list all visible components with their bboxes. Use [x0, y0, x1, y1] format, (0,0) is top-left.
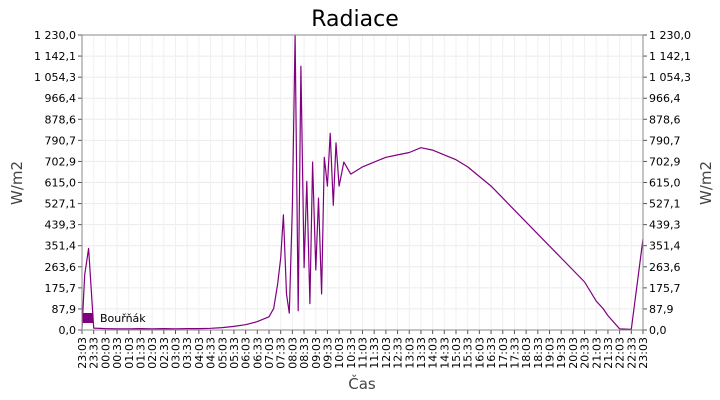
x-tick-label: 14:03	[427, 337, 440, 369]
x-tick-label: 21:33	[602, 337, 615, 369]
x-tick-label: 22:33	[625, 337, 638, 369]
x-tick-label: 14:33	[438, 337, 451, 369]
x-tick-label: 19:03	[544, 337, 557, 369]
x-tick-label: 17:33	[508, 337, 521, 369]
x-tick-label: 05:03	[216, 337, 229, 369]
x-tick-label: 23:03	[76, 337, 89, 369]
y-tick-label-left: 175,7	[45, 282, 77, 295]
y-tick-label-right: 878,6	[649, 113, 681, 126]
plot-frame	[81, 34, 644, 331]
x-tick-label: 03:33	[181, 337, 194, 369]
y-axis-label-left: W/m2	[8, 161, 26, 205]
x-tick-label: 02:03	[146, 337, 159, 369]
x-tick-label: 07:33	[275, 337, 288, 369]
y-tick-label-left: 615,0	[45, 177, 77, 190]
x-tick-label: 23:33	[88, 337, 101, 369]
y-tick-label-left: 1 230,0	[34, 29, 76, 42]
y-tick-label-left: 439,3	[45, 219, 77, 232]
x-tick-label: 01:03	[123, 337, 136, 369]
x-tick-label: 15:33	[462, 337, 475, 369]
y-tick-label-right: 0,0	[649, 324, 667, 337]
series-layer	[81, 34, 644, 330]
x-tick-label: 07:03	[263, 337, 276, 369]
y-tick-label-left: 966,4	[45, 92, 77, 105]
x-tick-label: 11:33	[368, 337, 381, 369]
x-tick-label: 16:33	[485, 337, 498, 369]
x-tick-label: 00:33	[111, 337, 124, 369]
legend-swatch	[83, 313, 93, 323]
axes	[78, 34, 647, 334]
y-tick-label-right: 1 230,0	[649, 29, 691, 42]
x-tick-label: 05:33	[228, 337, 241, 369]
x-tick-label: 20:03	[567, 337, 580, 369]
y-axis-right-ticks: 0,0 87,9 175,7 263,6 351,4 439,3 527,1 615,0 702…	[649, 29, 691, 337]
x-axis-label: Čas	[348, 374, 376, 393]
x-tick-label: 23:03	[637, 337, 650, 369]
x-tick-label: 09:03	[310, 337, 323, 369]
x-tick-label: 13:33	[415, 337, 428, 369]
y-tick-label-left: 0,0	[59, 324, 77, 337]
y-tick-label-right: 351,4	[649, 240, 681, 253]
y-tick-label-left: 1 142,1	[34, 50, 76, 63]
x-tick-label: 10:33	[345, 337, 358, 369]
x-tick-label: 08:33	[298, 337, 311, 369]
grid	[81, 34, 644, 331]
x-tick-label: 09:33	[321, 337, 334, 369]
x-tick-label: 19:33	[555, 337, 568, 369]
y-axis-left-ticks: 0,0 87,9 175,7 263,6 351,4 439,3 527,1 615,0 702…	[34, 29, 76, 337]
y-tick-label-right: 87,9	[649, 303, 674, 316]
y-tick-label-left: 87,9	[52, 303, 77, 316]
x-tick-label: 04:03	[193, 337, 206, 369]
x-tick-label: 16:03	[473, 337, 486, 369]
x-tick-label: 03:03	[170, 337, 183, 369]
y-tick-label-right: 1 054,3	[649, 71, 691, 84]
y-tick-label-right: 1 142,1	[649, 50, 691, 63]
y-tick-label-left: 702,9	[45, 155, 77, 168]
y-tick-label-right: 966,4	[649, 92, 681, 105]
x-tick-label: 06:03	[240, 337, 253, 369]
x-tick-label: 12:03	[380, 337, 393, 369]
x-tick-label: 18:03	[520, 337, 533, 369]
x-tick-label: 15:03	[450, 337, 463, 369]
y-tick-label-right: 527,1	[649, 198, 681, 211]
x-tick-label: 10:03	[333, 337, 346, 369]
x-tick-label: 08:03	[286, 337, 299, 369]
y-tick-label-left: 527,1	[45, 198, 77, 211]
y-axis-label-right: W/m2	[697, 161, 715, 205]
x-tick-label: 12:33	[392, 337, 405, 369]
x-tick-label: 01:33	[134, 337, 147, 369]
x-axis-ticks: 23:0323:3300:0300:3301:0301:3302:0302:33…	[76, 337, 650, 369]
x-tick-label: 00:03	[99, 337, 112, 369]
y-tick-label-left: 351,4	[45, 240, 77, 253]
y-tick-label-left: 263,6	[45, 261, 77, 274]
x-tick-label: 20:33	[579, 337, 592, 369]
y-tick-label-right: 790,7	[649, 134, 681, 147]
y-tick-label-left: 878,6	[45, 113, 77, 126]
legend-label: Bouřňák	[100, 312, 146, 325]
legend: Bouřňák	[83, 312, 146, 325]
x-tick-label: 02:33	[158, 337, 171, 369]
series-line-0	[81, 34, 644, 330]
y-tick-label-left: 790,7	[45, 134, 77, 147]
x-tick-label: 13:03	[403, 337, 416, 369]
y-tick-label-right: 702,9	[649, 155, 681, 168]
x-tick-label: 21:03	[590, 337, 603, 369]
y-tick-label-right: 175,7	[649, 282, 681, 295]
x-tick-label: 17:03	[497, 337, 510, 369]
y-tick-label-right: 263,6	[649, 261, 681, 274]
y-tick-label-right: 439,3	[649, 219, 681, 232]
x-tick-label: 11:03	[357, 337, 370, 369]
y-tick-label-left: 1 054,3	[34, 71, 76, 84]
x-tick-label: 06:33	[251, 337, 264, 369]
y-tick-label-right: 615,0	[649, 177, 681, 190]
chart-title: Radiace	[311, 7, 398, 32]
x-tick-label: 22:03	[614, 337, 627, 369]
x-tick-label: 18:33	[532, 337, 545, 369]
x-tick-label: 04:33	[205, 337, 218, 369]
